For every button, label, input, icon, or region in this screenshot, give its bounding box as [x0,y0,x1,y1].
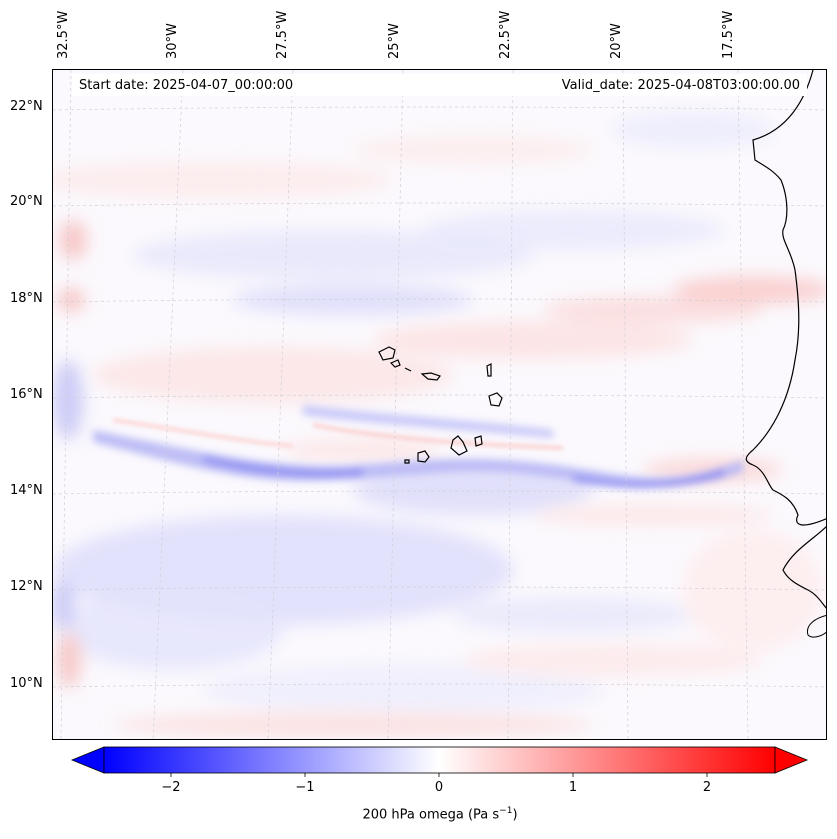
lat-label-10n: 10°N [10,676,43,691]
cape-verde-islands [378,346,503,464]
africa-coast-south [782,526,826,609]
lat-label-20n: 20°N [10,194,43,209]
lat-label-22n: 22°N [10,99,43,114]
colorbar-low-extend [70,746,105,774]
negative-omega-regions [53,112,773,715]
colorbar-high-extend [774,746,809,774]
lon-label-25w: 25°W [387,23,402,59]
lon-label-22-5w: 22.5°W [498,10,513,59]
lat-label-16n: 16°N [10,387,43,402]
colorbar-tick-neg2: −2 [161,780,181,795]
africa-coastline [745,70,826,526]
lat-label-14n: 14°N [10,483,43,498]
colorbar-title-sup: −1 [499,806,513,816]
lon-label-17-5w: 17.5°W [721,10,736,59]
colorbar-body [103,746,776,774]
lon-label-32-5w: 32.5°W [56,10,71,59]
ascent-streaks [112,418,564,450]
colorbar-ticks [170,773,708,777]
omega-map [52,69,827,740]
descent-band [93,405,743,489]
colorbar-tick-neg1: −1 [295,780,315,795]
colorbar [70,746,809,777]
colorbar-tick-0: 0 [434,780,444,795]
colorbar-title-close: ) [512,807,518,823]
valid-date-label: Valid_date: 2025-04-08T03:00:00.00 [561,78,800,93]
positive-omega-regions [53,136,826,737]
lat-label-18n: 18°N [10,291,43,306]
colorbar-tick-1: 1 [568,780,578,795]
graticule [53,70,826,739]
guinea-coast [806,615,826,638]
colorbar-title-text: 200 hPa omega (Pa s [362,807,500,823]
lon-label-27-5w: 27.5°W [275,10,290,59]
lon-label-30w: 30°W [165,23,180,59]
colorbar-tick-2: 2 [702,780,712,795]
lon-label-20w: 20°W [609,23,624,59]
colorbar-title: 200 hPa omega (Pa s−1) [0,806,837,822]
omega-field-svg [53,70,826,739]
start-date-label: Start date: 2025-04-07_00:00:00 [79,78,294,93]
lat-label-12n: 12°N [10,579,43,594]
info-bar [72,74,807,96]
